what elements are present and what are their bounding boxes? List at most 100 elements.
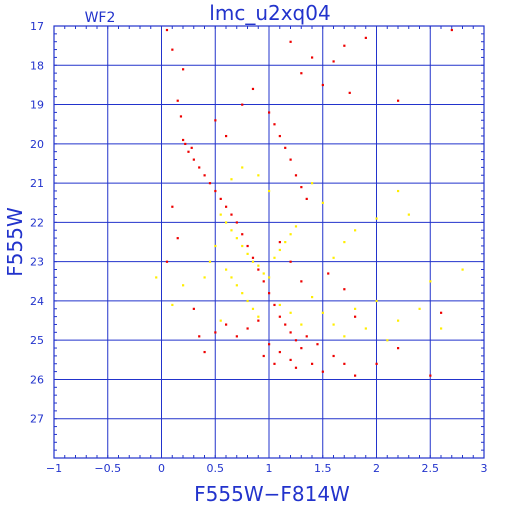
chart-title: lmc_u2xq04 [209,1,330,25]
x-tick-label: 3 [481,462,488,475]
data-point [257,315,260,318]
data-point [397,189,400,193]
y-tick-label: 26 [30,373,44,386]
data-point [305,335,308,338]
y-tick-label: 21 [30,177,44,190]
data-point [278,248,281,252]
data-point [182,138,185,142]
data-point [246,244,249,248]
data-point [321,311,324,314]
data-point [311,362,314,365]
data-point [171,48,174,51]
data-point [327,272,330,275]
data-point [289,40,292,43]
data-point [316,343,319,346]
data-point [246,252,249,255]
x-tick-label: 2.5 [422,462,440,475]
data-point [418,307,421,310]
data-point [208,260,212,263]
data-point [165,260,169,263]
data-point [294,174,298,177]
data-point [440,327,443,330]
data-point [214,244,217,248]
data-point [311,295,314,299]
data-point [300,72,303,75]
data-point [155,276,158,279]
x-tick-labels: −1 −0.5 0 0.5 1 1.5 2 2.5 3 [46,462,488,475]
data-point [294,366,298,369]
data-point [289,358,292,362]
data-point [230,178,233,181]
data-point [429,374,432,377]
x-tick-label: −0.5 [94,462,121,475]
y-tick-label: 23 [30,256,44,269]
data-point [241,233,244,236]
y-tick-label: 22 [30,216,44,229]
data-point [230,276,233,279]
data-points [155,28,464,377]
data-point [332,354,335,358]
data-point [257,264,260,267]
data-point [268,189,271,193]
data-point [257,319,260,322]
data-point [343,335,346,338]
data-point [300,323,303,326]
data-point [273,362,276,365]
data-point [214,331,217,334]
data-point [294,225,298,228]
data-point [184,142,187,146]
data-point [273,256,276,259]
data-point [208,182,212,185]
data-point [262,272,265,275]
data-point [332,323,335,326]
data-point [300,347,303,350]
data-point [300,186,303,189]
data-point [171,205,174,208]
data-point [278,134,281,138]
y-tick-label: 25 [30,334,44,347]
data-point [225,205,228,208]
data-point [343,241,346,244]
data-point [354,374,357,377]
data-point [284,241,287,244]
data-point [397,99,400,102]
data-point [225,134,228,138]
data-point [397,347,400,350]
data-point [348,91,351,94]
grid-lines [53,25,485,458]
data-point [214,189,217,193]
data-point [171,303,174,307]
data-point [321,201,324,204]
data-point [332,60,335,63]
data-point [440,311,443,314]
data-point [165,28,169,32]
data-point [343,44,346,47]
data-point [289,233,292,236]
y-tick-label: 27 [30,413,44,426]
data-point [190,146,193,149]
data-point [461,268,464,271]
data-point [364,327,367,330]
data-point [251,87,255,91]
chart-subtitle: WF2 [85,10,116,26]
data-point [332,256,335,259]
data-point [273,123,276,126]
data-point [203,350,206,354]
data-point [262,280,265,283]
data-point [257,268,260,271]
data-point [354,229,357,232]
data-point [450,28,453,32]
data-point [284,146,287,149]
data-point [278,350,281,354]
data-point [321,83,324,87]
data-point [251,307,255,310]
data-point [214,119,217,122]
data-point [284,323,287,326]
data-point [241,166,244,169]
data-point [235,284,238,287]
x-tick-label: 2 [373,462,380,475]
x-tick-label: 0.5 [207,462,225,475]
data-point [251,256,255,259]
data-point [364,36,367,39]
